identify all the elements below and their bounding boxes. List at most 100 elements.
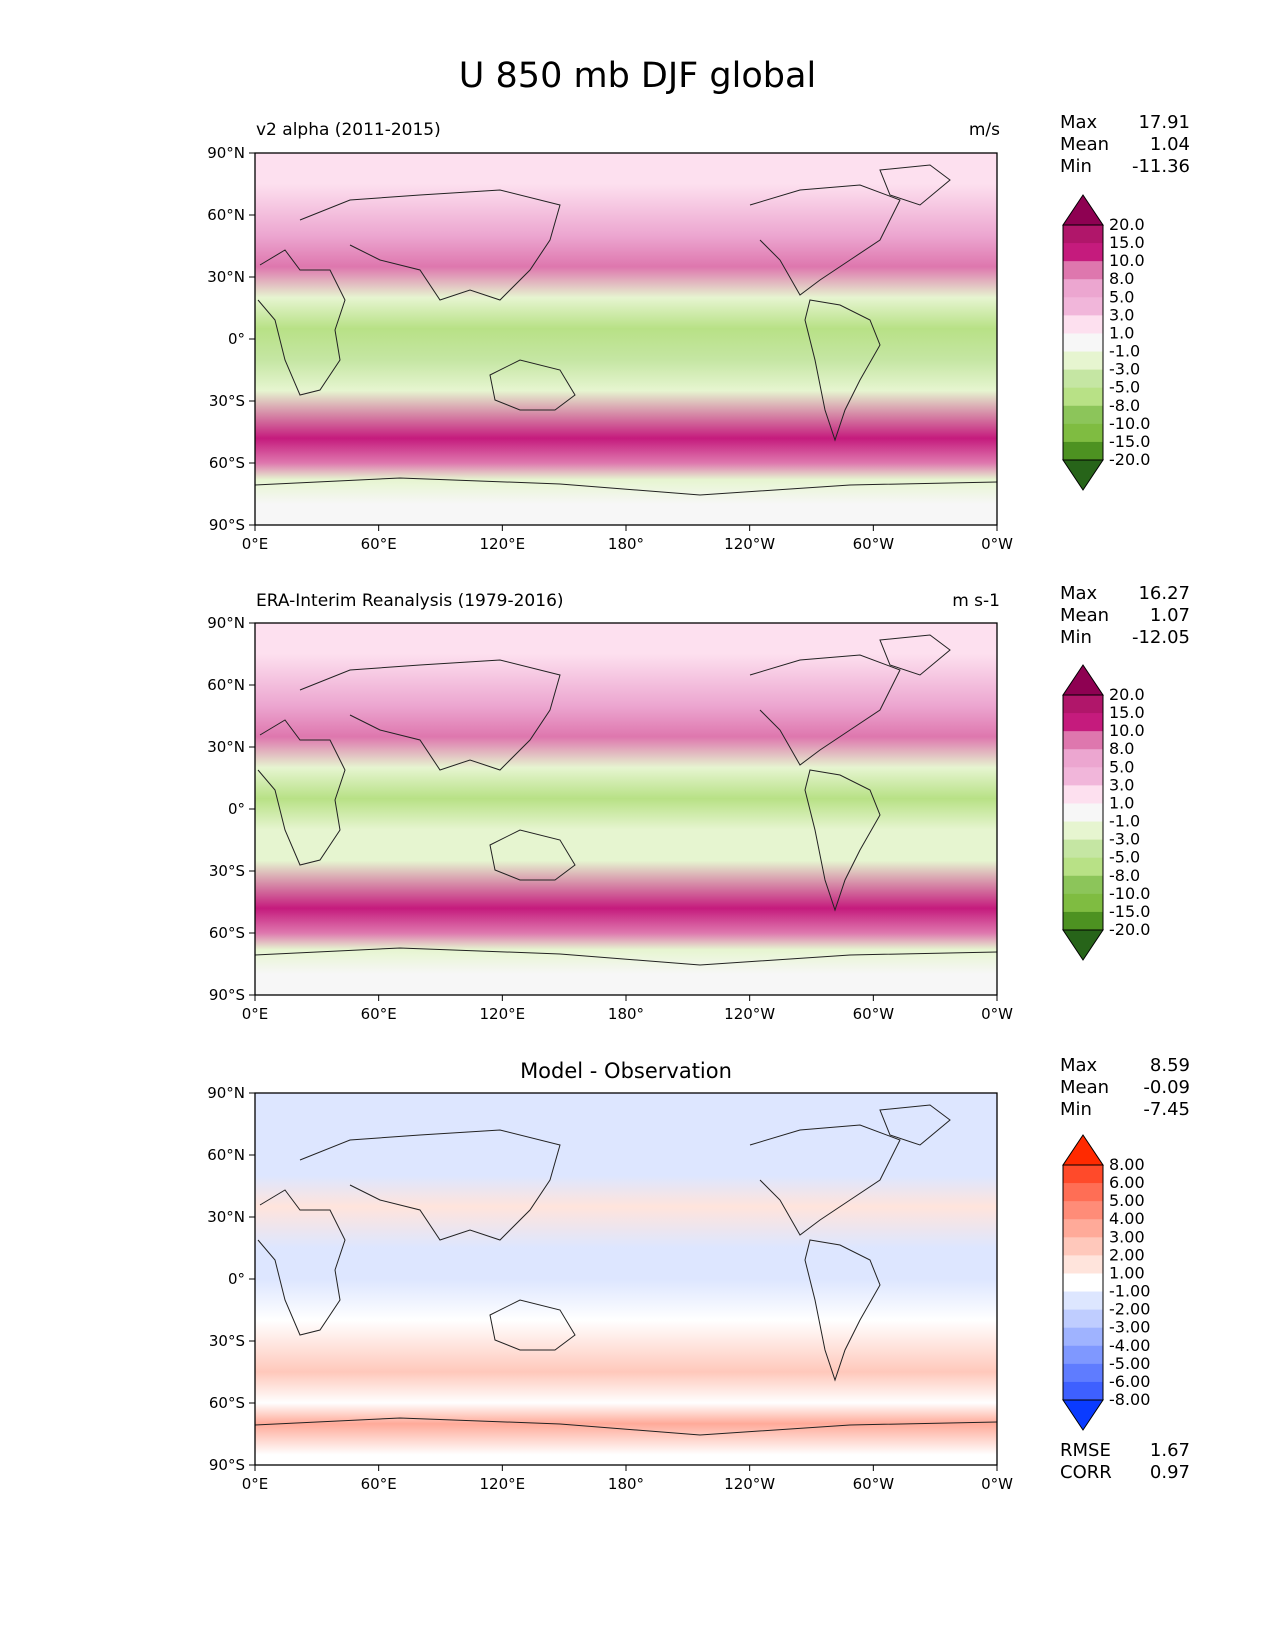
lat-tick-label: 60°S (209, 1394, 245, 1412)
colorbar-segment (1063, 695, 1103, 714)
colorbar-tick-label: -1.0 (1109, 812, 1140, 831)
colorbar-segment (1063, 767, 1103, 786)
colorbar-tick-label: -20.0 (1109, 450, 1150, 469)
panel3-title: Model - Observation (520, 1059, 732, 1083)
colorbar-extend-min (1062, 929, 1104, 961)
colorbar-tick-label: -3.0 (1109, 360, 1140, 379)
lon-tick-label: 120°E (480, 1005, 526, 1023)
lat-tick-label: 90°S (209, 516, 245, 534)
coastlines (254, 634, 998, 966)
colorbar-tick-label: -15.0 (1109, 902, 1150, 921)
coastline (489, 829, 576, 881)
colorbar-segment (1063, 1309, 1103, 1329)
coastline (804, 1239, 881, 1382)
colorbar-segment (1063, 821, 1103, 841)
colorbar-frame (1062, 1164, 1104, 1401)
colorbar-tick-label: -8.00 (1109, 1390, 1150, 1409)
colorbar-segment (1063, 857, 1103, 877)
colorbar-segment (1063, 785, 1103, 804)
stat-label: CORR (1060, 1462, 1112, 1483)
lon-tick-label: 60°W (853, 1475, 895, 1493)
colorbar-1: 20.015.010.08.05.03.01.0-1.0-3.0-5.0-8.0… (1062, 194, 1150, 491)
map-panel-2: 90°N 60°N 30°N 0° 30°S 60°S 90°S0°E 60°E 120°E 18… (207, 614, 1150, 1023)
colorbar-tick-label: -5.0 (1109, 378, 1140, 397)
stat-value: -7.45 (1143, 1099, 1190, 1120)
stat-value: -0.09 (1143, 1077, 1190, 1098)
lon-tick-label: 60°W (853, 1005, 895, 1023)
colorbar-segment (1063, 279, 1103, 298)
colorbar-tick-label: -5.0 (1109, 848, 1140, 867)
colorbar-segment (1063, 893, 1103, 913)
colorbar-tick-label: 6.00 (1109, 1173, 1145, 1192)
lat-tick-label: 60°S (209, 454, 245, 472)
panel1-units: m/s (968, 120, 1000, 140)
colorbar-segment (1063, 713, 1103, 732)
stat-label: Min (1060, 1099, 1092, 1120)
coastline (879, 1104, 951, 1146)
colorbar-tick-label: -10.0 (1109, 414, 1150, 433)
stat-value: -11.36 (1131, 156, 1190, 177)
lon-tick-label: 0°E (242, 1005, 269, 1023)
colorbar-tick-label: -15.0 (1109, 432, 1150, 451)
lat-tick-label: 30°S (209, 392, 245, 410)
coastline (489, 359, 576, 411)
lon-tick-label: 180° (608, 1005, 644, 1023)
panel1-title: v2 alpha (2011-2015) (256, 120, 441, 140)
panel3-stats: Max 8.59 Mean -0.09 Min -7.45 (1060, 1055, 1190, 1121)
lat-tick-label: 90°S (209, 986, 245, 1004)
colorbar-3: 8.006.005.004.003.002.001.00-1.00-2.00-3… (1062, 1134, 1150, 1431)
coastlines (254, 1104, 998, 1436)
lat-tick-label: 30°S (209, 862, 245, 880)
colorbar-extend-max (1062, 194, 1104, 226)
wind-field (255, 153, 997, 525)
colorbar-tick-label: -3.00 (1109, 1318, 1150, 1337)
lon-tick-label: 60°E (361, 535, 397, 553)
colorbar-tick-label: -3.0 (1109, 830, 1140, 849)
colorbar-tick-label: -4.00 (1109, 1336, 1150, 1355)
lon-tick-label: 180° (608, 1475, 644, 1493)
lat-tick-label: 90°N (207, 614, 245, 632)
panel2-stats: Max 16.27 Mean 1.07 Min -12.05 (1060, 583, 1190, 649)
coastline (749, 1124, 901, 1236)
lon-tick-label: 60°E (361, 1475, 397, 1493)
lat-tick-label: 60°N (207, 206, 245, 224)
colorbar-segment (1063, 731, 1103, 750)
lat-tick-label: 90°S (209, 1456, 245, 1474)
stat-label: Max (1060, 112, 1098, 133)
coastlines (254, 164, 998, 496)
colorbar-tick-label: -5.00 (1109, 1354, 1150, 1373)
colorbar-tick-label: -8.0 (1109, 396, 1140, 415)
colorbar-segment (1063, 405, 1103, 425)
colorbar-tick-label: 5.0 (1109, 287, 1134, 306)
colorbar-segment (1063, 315, 1103, 334)
map-panel-1: 90°N 60°N 30°N 0° 30°S 60°S 90°S0°E 60°E 120°E 18… (207, 144, 1150, 553)
lon-tick-label: 0°E (242, 535, 269, 553)
lon-tick-label: 0°W (981, 535, 1013, 553)
lat-tick-label: 30°N (207, 1208, 245, 1226)
wind-field (255, 1093, 997, 1465)
colorbar-segment (1063, 1255, 1103, 1274)
stat-value: 1.67 (1149, 1440, 1190, 1461)
coastline (254, 947, 998, 966)
coastline (489, 1299, 576, 1351)
colorbar-segment (1063, 1273, 1103, 1293)
lat-tick-label: 60°N (207, 676, 245, 694)
stat-value: 8.59 (1149, 1055, 1190, 1076)
stat-label: Max (1060, 583, 1098, 604)
colorbar-tick-label: 15.0 (1109, 703, 1145, 722)
lon-tick-label: 180° (608, 535, 644, 553)
colorbar-extend-max (1062, 664, 1104, 696)
stat-label: Min (1060, 156, 1092, 177)
coastline (299, 189, 561, 301)
colorbar-extend-max (1062, 1134, 1104, 1166)
colorbar-tick-label: -1.00 (1109, 1282, 1150, 1301)
colorbar-tick-label: 10.0 (1109, 721, 1145, 740)
coastline (254, 1417, 998, 1436)
stat-label: Min (1060, 627, 1092, 648)
coastline (749, 654, 901, 766)
lon-tick-label: 120°W (724, 1475, 775, 1493)
colorbar-tick-label: 1.00 (1109, 1263, 1145, 1282)
lat-tick-label: 30°N (207, 268, 245, 286)
colorbar-segment (1063, 225, 1103, 244)
colorbar-segment (1063, 351, 1103, 371)
